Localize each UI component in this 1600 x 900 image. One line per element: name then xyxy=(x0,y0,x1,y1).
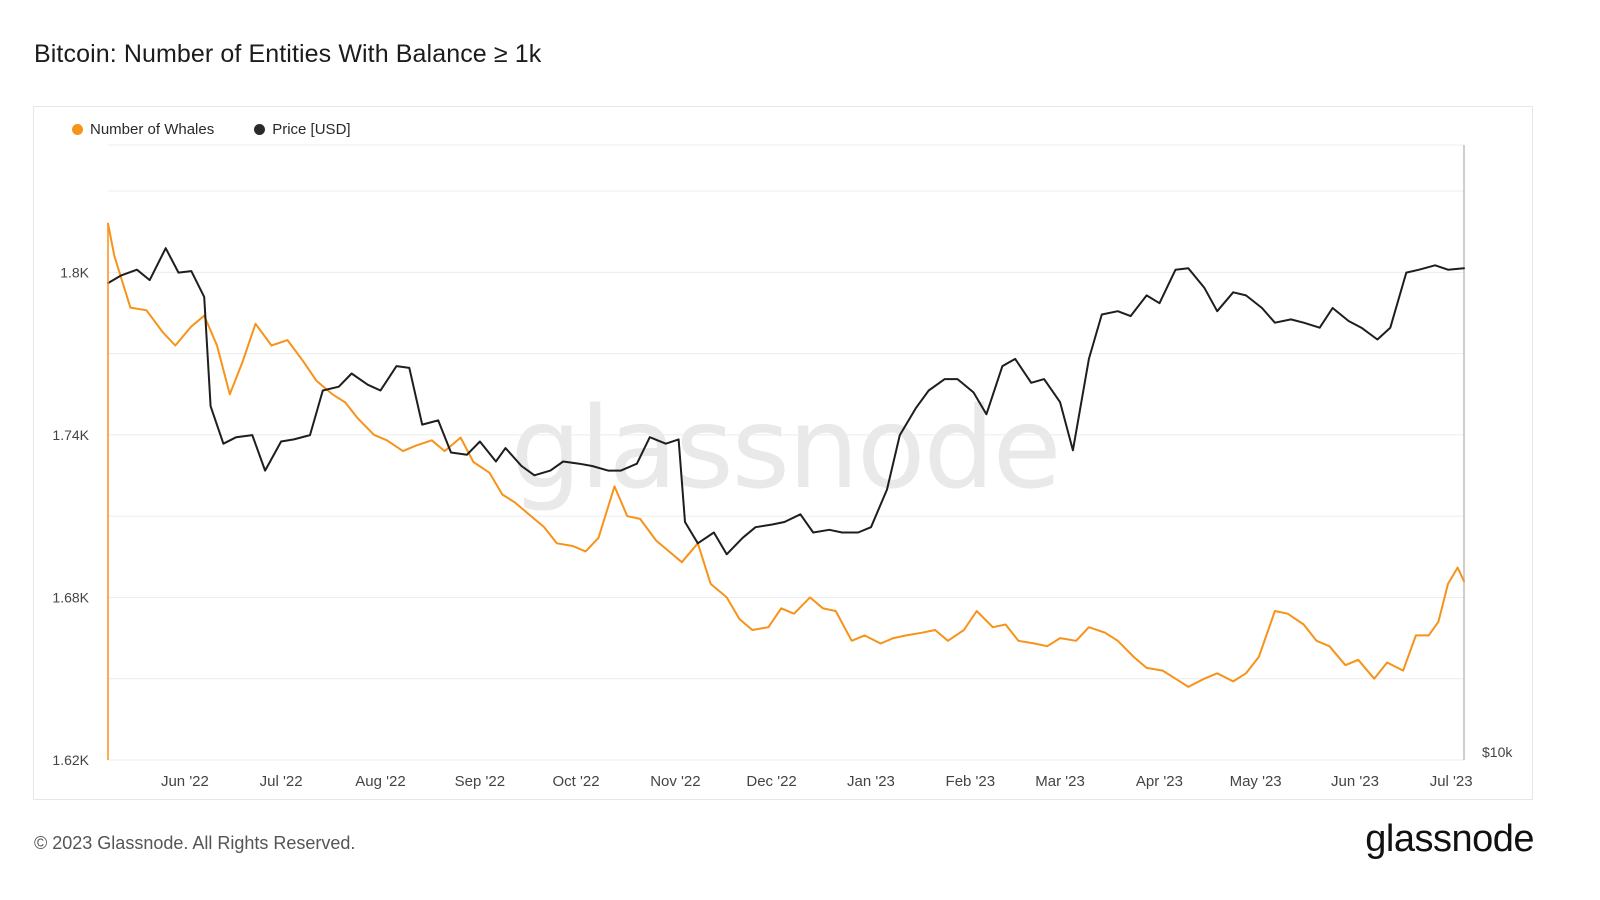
y-tick-label: 1.62K xyxy=(52,752,89,768)
series-line-whales xyxy=(107,222,1465,688)
legend-item-whales[interactable]: Number of Whales xyxy=(72,121,214,138)
y-axis-right: $10k xyxy=(1482,744,1513,760)
x-tick-label: Jan '23 xyxy=(847,773,895,790)
x-tick-label: Apr '23 xyxy=(1136,773,1183,790)
y-tick-label: 1.8K xyxy=(60,264,89,280)
x-tick-label: Jun '23 xyxy=(1331,773,1379,790)
x-tick-label: Jul '22 xyxy=(260,773,303,790)
y-tick-label: 1.74K xyxy=(52,427,89,443)
y-axis-left: 1.62K 1.68K 1.74K 1.8K xyxy=(52,264,89,768)
x-tick-label: Jul '23 xyxy=(1430,773,1473,790)
watermark-text: glassnode xyxy=(510,384,1059,514)
x-tick-label: Jun '22 xyxy=(161,773,209,790)
copyright-footer: © 2023 Glassnode. All Rights Reserved. xyxy=(34,833,356,853)
x-tick-label: Aug '22 xyxy=(355,773,405,790)
chart-title: Bitcoin: Number of Entities With Balance… xyxy=(34,40,542,68)
x-axis: Jun '22 Jul '22 Aug '22 Sep '22 Oct '22 Nov '… xyxy=(161,773,1473,790)
legend-price-dot xyxy=(254,124,266,135)
legend-whales-dot xyxy=(72,124,83,135)
x-tick-label: Nov '22 xyxy=(650,773,700,790)
series-line-price xyxy=(107,247,1465,556)
legend-item-price[interactable]: Price [USD] xyxy=(254,121,351,138)
x-tick-label: Dec '22 xyxy=(746,773,796,790)
chart-legend: Number of Whales Price [USD] xyxy=(72,121,351,138)
x-tick-label: Sep '22 xyxy=(455,773,505,790)
x-tick-label: Mar '23 xyxy=(1035,773,1085,790)
x-tick-label: Feb '23 xyxy=(946,773,996,790)
series-group xyxy=(107,222,1465,760)
x-tick-label: Oct '22 xyxy=(552,773,599,790)
y-right-tick-label: $10k xyxy=(1482,744,1513,760)
y-tick-label: 1.68K xyxy=(52,589,89,605)
glassnode-logo[interactable]: glassnode xyxy=(1365,818,1534,860)
chart-panel xyxy=(33,106,1533,800)
x-tick-label: May '23 xyxy=(1230,773,1282,790)
legend-whales-label: Number of Whales xyxy=(90,121,215,138)
legend-price-label: Price [USD] xyxy=(272,121,351,138)
